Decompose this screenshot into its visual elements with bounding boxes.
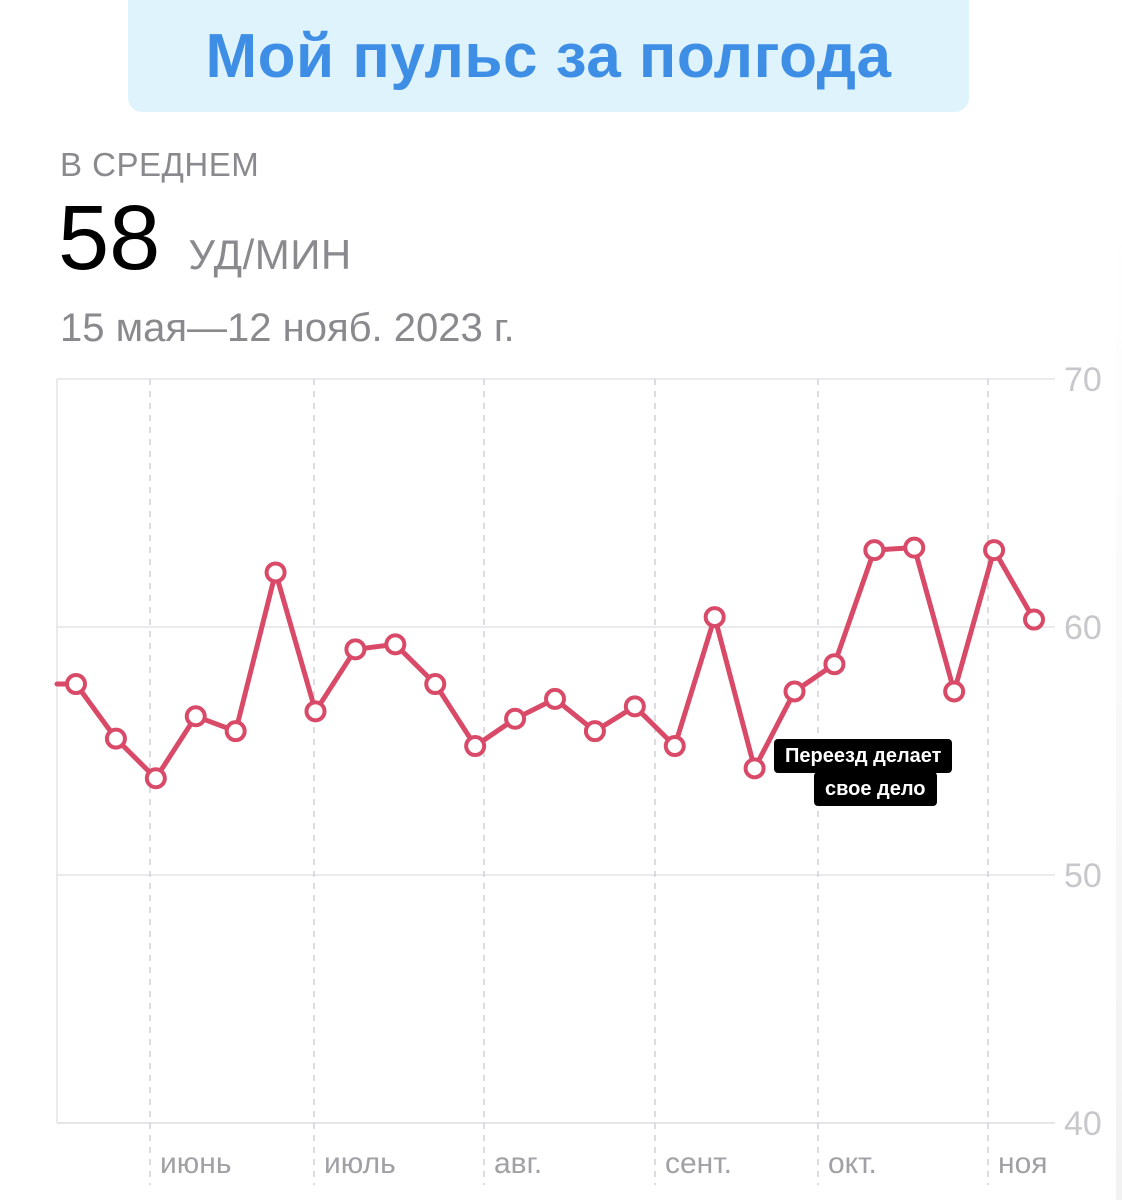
data-point	[304, 700, 327, 723]
data-point	[903, 536, 926, 559]
average-label: В СРЕДНЕМ	[60, 146, 260, 183]
average-unit: УД/МИН	[188, 231, 352, 278]
x-tick-label: сент.	[665, 1147, 732, 1180]
y-tick-label: 50	[1064, 857, 1102, 895]
page-title: Мой пульс за полгода	[205, 21, 892, 91]
data-point	[703, 606, 726, 629]
annotation-line-2: свое дело	[814, 772, 937, 806]
title-banner: Мой пульс за полгода	[128, 0, 969, 112]
data-point	[783, 680, 806, 703]
data-point	[663, 735, 686, 758]
data-point	[144, 767, 167, 790]
edge-shadow	[1116, 220, 1122, 1200]
data-point	[544, 687, 566, 710]
data-point	[1023, 608, 1045, 631]
average-row: 58 УД/МИН	[58, 192, 352, 284]
x-tick-label: окт.	[828, 1147, 877, 1180]
data-point	[623, 695, 646, 718]
y-tick-label: 60	[1064, 609, 1102, 647]
x-tick-label: июнь	[160, 1147, 231, 1180]
data-point	[943, 680, 966, 703]
y-tick-label: 70	[1064, 361, 1102, 399]
data-point	[224, 720, 247, 743]
data-point	[65, 673, 87, 696]
data-point	[264, 561, 287, 584]
data-point	[504, 707, 527, 730]
average-value: 58	[58, 187, 161, 289]
x-tick-label: авг.	[494, 1147, 542, 1180]
data-point	[344, 638, 367, 661]
data-point	[384, 633, 407, 656]
annotation-line-1: Переезд делает	[774, 739, 953, 773]
data-point	[863, 539, 886, 562]
date-range: 15 мая—12 нояб. 2023 г.	[60, 306, 515, 350]
data-point	[583, 720, 606, 743]
data-point	[823, 653, 846, 676]
x-tick-label: ноя	[998, 1147, 1048, 1180]
data-point	[104, 727, 127, 750]
y-tick-label: 40	[1064, 1105, 1102, 1143]
data-point	[184, 705, 207, 728]
data-point	[743, 757, 766, 780]
data-point	[424, 673, 447, 696]
data-point	[983, 539, 1006, 562]
data-point	[464, 735, 487, 758]
x-tick-label: июль	[324, 1147, 396, 1180]
